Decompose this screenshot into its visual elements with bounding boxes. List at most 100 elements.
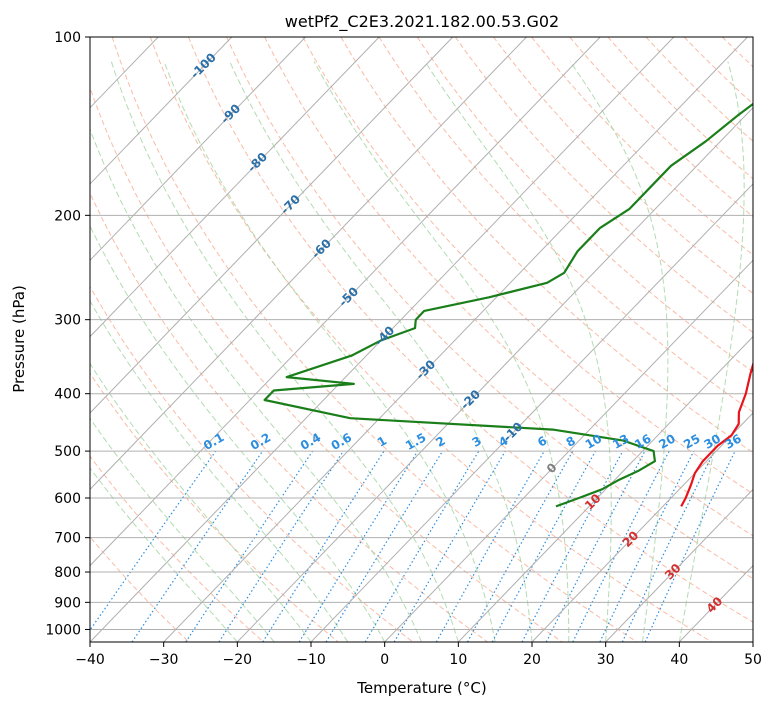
plot-frame (89, 36, 754, 643)
dry-adiabat-line (569, 37, 753, 218)
x-axis-label: Temperature (°C) (356, 679, 486, 697)
mixing-ratio-line (599, 450, 695, 642)
y-tick-label: 900 (54, 595, 81, 611)
mixing-ratio-label: 8 (564, 434, 578, 450)
mixing-ratio-label: 30 (702, 431, 723, 451)
dry-adiabat-line (683, 37, 753, 105)
mixing-ratio-line (491, 450, 597, 642)
isotherm-line (90, 37, 527, 491)
dry-adiabat-line (378, 37, 753, 413)
y-tick-label: 400 (54, 387, 81, 403)
isotherm-line (605, 488, 753, 642)
x-tick-label: 20 (523, 652, 541, 668)
mixing-ratio-line (185, 450, 314, 642)
moist-adiabat-line (678, 61, 745, 642)
moist-adiabat-line (110, 61, 459, 642)
dewpoint-profile-line (263, 102, 753, 508)
y-tick-label: 500 (54, 444, 81, 460)
isotherm-line (236, 106, 753, 642)
mixing-ratio-label: 20 (656, 431, 677, 451)
y-tick-label: 200 (54, 208, 81, 224)
mixing-ratio-line (572, 450, 670, 642)
moist-adiabat-line (313, 61, 570, 642)
dry-adiabat-line (90, 86, 563, 642)
dry-adiabat-line (90, 536, 190, 642)
mixing-ratio-label: 2 (433, 434, 447, 450)
x-tick-label: −10 (296, 652, 326, 668)
y-tick-label: 800 (54, 565, 81, 581)
x-tick-label: 0 (380, 652, 389, 668)
y-tick-label: 100 (54, 30, 81, 46)
mixing-ratio-label: 1 (375, 433, 389, 449)
plot-area: -100-90-80-70-60-50-40-30-20-10010203040… (90, 37, 775, 642)
dry-adiabat-line (721, 37, 753, 68)
x-tick-label: 50 (744, 652, 762, 668)
mixing-ratio-line (325, 450, 444, 642)
isotherm-line (90, 37, 380, 338)
x-tick-label: 10 (449, 652, 467, 668)
dry-adiabat-line (149, 37, 712, 642)
dry-adiabat-line (645, 37, 753, 142)
moist-adiabat-line (90, 362, 312, 642)
isotherm-line (310, 183, 753, 642)
mixing-ratio-label: 0.4 (298, 430, 323, 453)
isotherm-line (90, 37, 601, 567)
isotherm-line (531, 412, 753, 642)
dry-adiabat-line (302, 37, 753, 495)
dry-adiabat-line (188, 37, 753, 623)
moist-adiabat-line (229, 61, 533, 642)
dry-adiabat-line (493, 37, 753, 295)
x-tick-label: 40 (670, 652, 688, 668)
y-axis: 100 200 300 400 500 600 700 800 900 1000 (45, 30, 90, 638)
y-axis-label: Pressure (hPa) (10, 285, 28, 393)
isotherm-line (90, 37, 306, 262)
isotherm-line (90, 37, 233, 185)
isotherm-line (752, 641, 753, 642)
moist-adiabat-line (90, 299, 349, 642)
y-tick-label: 300 (54, 313, 81, 329)
dry-adiabat-line (760, 37, 775, 642)
moist-adiabat-line (424, 61, 612, 642)
moist-adiabat-line (90, 417, 275, 642)
x-tick-label: −20 (223, 652, 253, 668)
dry-adiabat-line (226, 37, 753, 580)
mixing-ratio-line (90, 450, 217, 632)
x-tick-label: −30 (149, 652, 179, 668)
dry-adiabat-line (90, 285, 414, 642)
dry-adiabat-line (264, 37, 753, 537)
mixing-ratio-label: 13 (610, 431, 631, 451)
mixing-ratio-line (466, 450, 574, 642)
mixing-ratio-label: 36 (722, 431, 743, 451)
dry-adiabat-line (90, 372, 339, 642)
y-tick-label: 600 (54, 491, 81, 507)
moist-adiabat-line (90, 224, 386, 642)
mixing-ratio-label: 0.6 (329, 430, 354, 453)
x-tick-label: 30 (597, 652, 615, 668)
mixing-ratio-line (131, 450, 264, 642)
moist-adiabat-line (569, 61, 669, 642)
temperature-profile-line (680, 360, 753, 507)
mixing-ratio-label: 0.1 (201, 430, 226, 453)
moist-adiabat-line (90, 127, 422, 642)
chart-title: wetPf2_C2E3.2021.182.00.53.G02 (285, 12, 559, 32)
dry-adiabat-line (90, 455, 264, 642)
isotherm-line (384, 259, 753, 642)
y-tick-label: 700 (54, 531, 81, 547)
mixing-ratio-line (262, 450, 385, 642)
mixing-ratio-line (218, 450, 344, 642)
moist-adiabat-line (163, 61, 496, 642)
mixing-ratio-label: 3 (470, 434, 484, 450)
isotherm-line (163, 37, 748, 642)
x-axis: −40 −30 −20 −10 0 10 20 30 40 50 (75, 642, 762, 668)
dry-adiabat-line (454, 37, 753, 333)
isotherm-line (90, 37, 454, 414)
mixing-ratio-label: 1.5 (403, 430, 428, 453)
y-tick-label: 1000 (45, 622, 81, 638)
x-tick-label: −40 (75, 652, 105, 668)
mixing-ratio-line (364, 450, 480, 642)
moist-adiabat-line (90, 467, 238, 642)
mixing-ratio-label: 25 (681, 431, 702, 451)
dry-adiabat-line (90, 192, 488, 642)
mixing-ratio-line (435, 450, 545, 642)
